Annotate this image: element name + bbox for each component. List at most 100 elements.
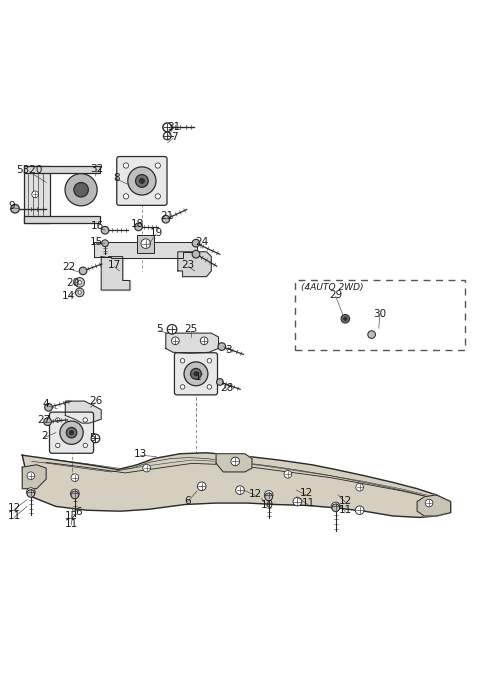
FancyBboxPatch shape (174, 353, 217, 395)
Circle shape (163, 123, 171, 131)
Circle shape (135, 174, 148, 187)
Circle shape (329, 327, 332, 331)
Bar (24, 165, 100, 172)
Circle shape (155, 163, 160, 168)
Circle shape (171, 337, 179, 345)
Circle shape (83, 443, 87, 448)
Text: 18: 18 (131, 219, 144, 229)
Circle shape (425, 499, 433, 507)
Text: (4AUTO 2WD): (4AUTO 2WD) (301, 282, 364, 291)
Circle shape (70, 431, 73, 435)
Circle shape (358, 306, 362, 310)
Bar (24, 216, 100, 223)
Circle shape (123, 194, 129, 199)
Text: 12: 12 (300, 489, 312, 498)
Text: 16: 16 (91, 221, 104, 231)
Circle shape (218, 343, 226, 350)
Text: 30: 30 (373, 309, 386, 319)
FancyBboxPatch shape (295, 281, 465, 350)
Circle shape (101, 227, 109, 234)
Text: 11: 11 (339, 505, 352, 515)
Circle shape (56, 418, 60, 422)
Circle shape (78, 281, 82, 284)
Circle shape (74, 183, 88, 197)
Circle shape (79, 267, 87, 275)
Circle shape (155, 194, 160, 199)
Text: 7: 7 (170, 132, 177, 142)
Text: 28: 28 (220, 383, 233, 393)
Circle shape (75, 288, 84, 297)
FancyBboxPatch shape (24, 165, 50, 223)
Text: 31: 31 (168, 122, 180, 132)
Circle shape (83, 418, 87, 422)
Circle shape (123, 163, 129, 168)
Circle shape (102, 240, 108, 247)
Text: 11: 11 (65, 518, 78, 529)
Circle shape (141, 239, 151, 248)
Circle shape (56, 443, 60, 448)
Polygon shape (166, 333, 218, 353)
Text: 2: 2 (41, 431, 48, 441)
Circle shape (191, 368, 201, 379)
Circle shape (355, 506, 364, 514)
Circle shape (329, 306, 332, 310)
Text: 5: 5 (156, 325, 163, 334)
Text: 32: 32 (90, 165, 103, 174)
Circle shape (341, 315, 349, 323)
Circle shape (184, 362, 208, 386)
Circle shape (139, 179, 144, 183)
Text: 12: 12 (249, 489, 262, 499)
Text: 17: 17 (108, 260, 121, 270)
Circle shape (284, 471, 292, 478)
Text: 11: 11 (301, 498, 314, 508)
Polygon shape (417, 495, 451, 516)
Bar (137, 234, 154, 253)
Polygon shape (216, 454, 252, 472)
Circle shape (216, 379, 223, 385)
Polygon shape (101, 256, 130, 290)
Text: 9: 9 (8, 202, 14, 211)
Text: 11: 11 (8, 511, 21, 521)
Text: 22: 22 (62, 262, 75, 272)
Circle shape (265, 493, 273, 500)
Text: 3: 3 (225, 345, 231, 355)
Text: 15: 15 (90, 237, 103, 247)
Text: 12: 12 (8, 503, 21, 513)
Circle shape (264, 491, 273, 499)
Circle shape (344, 317, 347, 320)
Circle shape (91, 434, 100, 443)
Circle shape (78, 291, 82, 294)
Circle shape (336, 309, 355, 328)
Circle shape (71, 491, 79, 499)
Text: 25: 25 (184, 325, 198, 334)
Circle shape (128, 167, 156, 195)
Text: 4: 4 (43, 399, 49, 409)
Circle shape (194, 372, 198, 376)
Circle shape (207, 384, 212, 389)
Text: 12: 12 (65, 511, 78, 521)
Circle shape (192, 250, 200, 258)
Polygon shape (22, 453, 451, 517)
Polygon shape (65, 401, 101, 423)
Circle shape (143, 464, 151, 472)
Circle shape (331, 502, 340, 511)
Circle shape (358, 327, 362, 331)
Circle shape (163, 123, 171, 131)
Circle shape (192, 239, 200, 247)
Text: 20: 20 (66, 278, 79, 288)
Circle shape (236, 486, 244, 494)
Circle shape (27, 472, 35, 480)
Circle shape (60, 421, 83, 444)
Polygon shape (22, 465, 46, 489)
Text: 1: 1 (194, 373, 201, 382)
Circle shape (26, 488, 35, 496)
Circle shape (180, 359, 185, 363)
Text: 26: 26 (89, 396, 102, 406)
Circle shape (207, 359, 212, 363)
Circle shape (332, 504, 339, 512)
Circle shape (293, 498, 302, 506)
Circle shape (32, 191, 38, 197)
Circle shape (44, 418, 51, 425)
FancyBboxPatch shape (117, 156, 167, 205)
Text: 5: 5 (89, 434, 96, 443)
